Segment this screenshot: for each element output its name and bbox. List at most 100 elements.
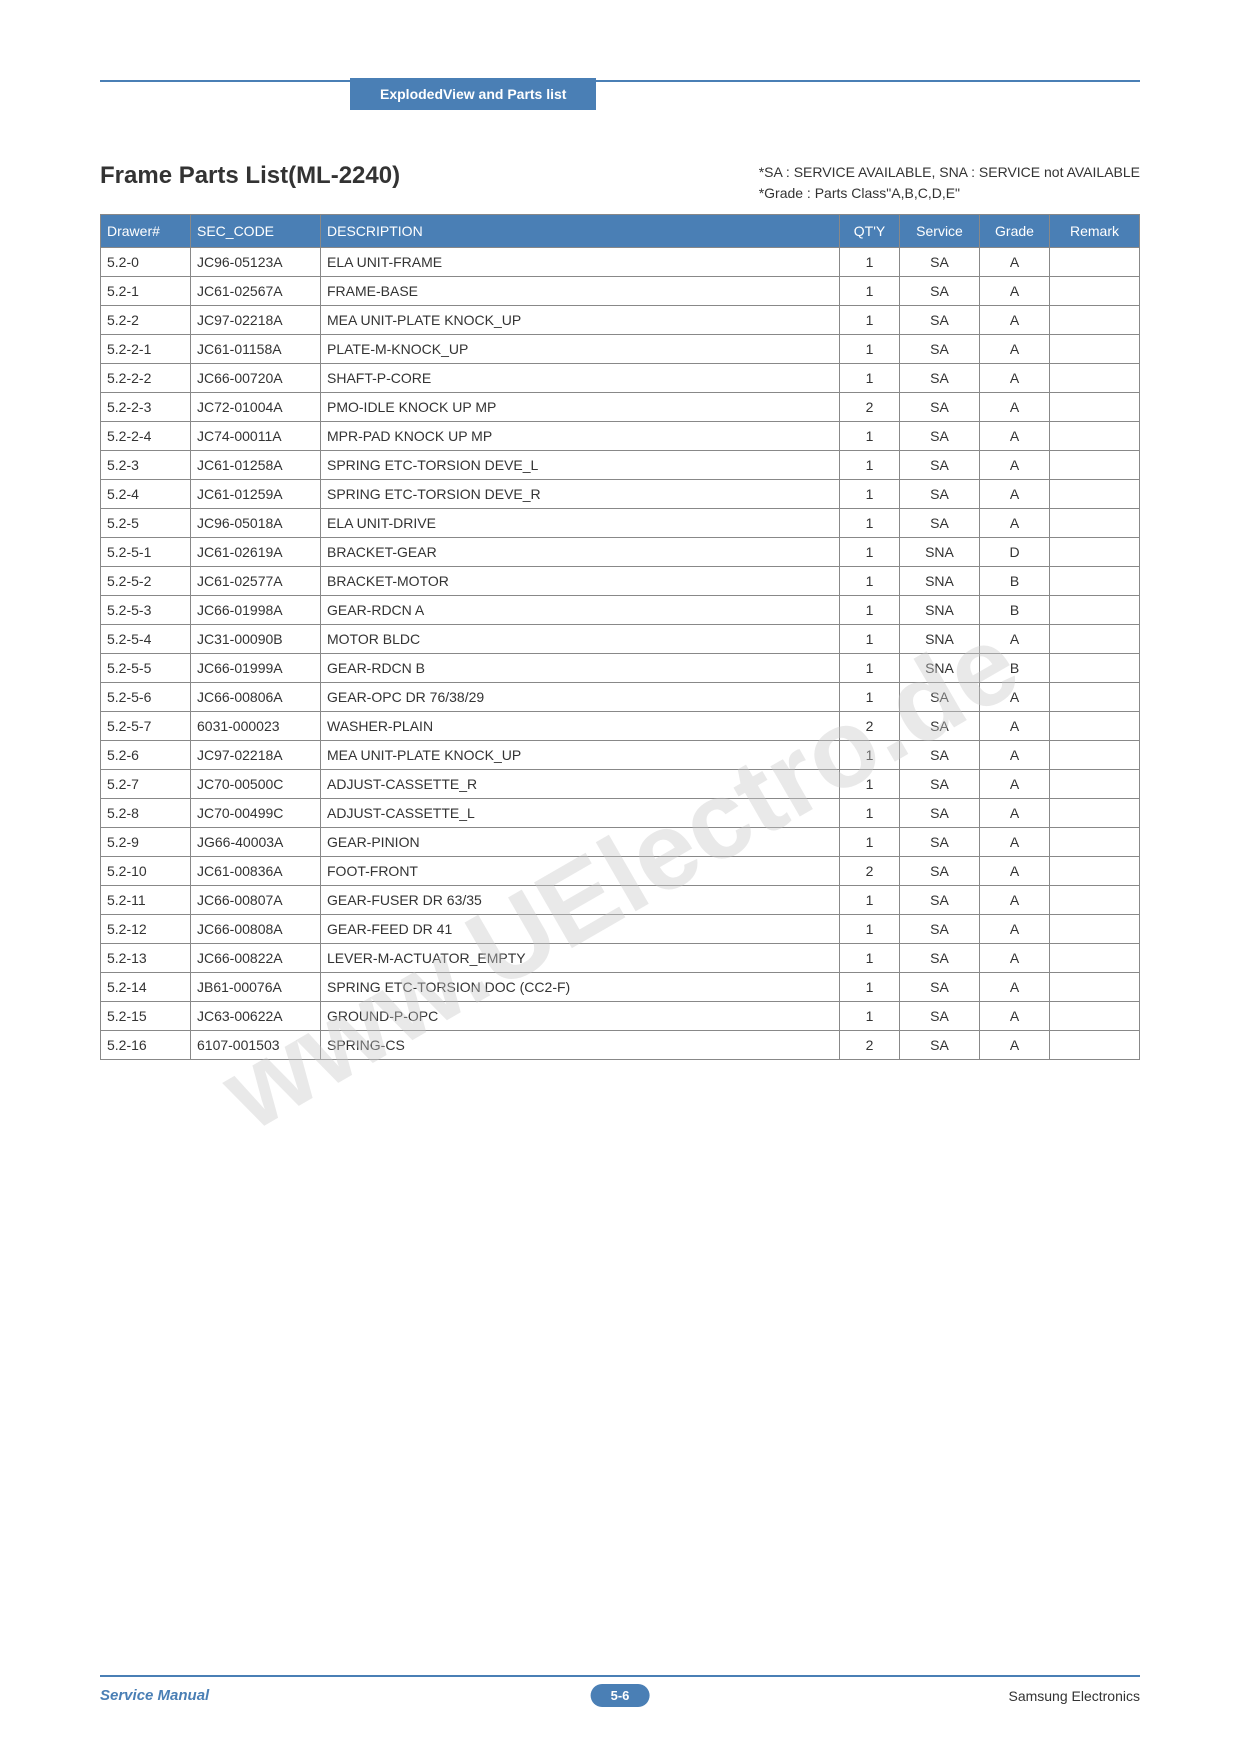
cell-drawer: 5.2-10	[101, 857, 191, 886]
cell-grade: A	[980, 915, 1050, 944]
cell-drawer: 5.2-5-7	[101, 712, 191, 741]
cell-description: SPRING-CS	[321, 1031, 840, 1060]
table-row: 5.2-5-76031-000023WASHER-PLAIN2SAA	[101, 712, 1140, 741]
cell-grade: A	[980, 277, 1050, 306]
cell-grade: A	[980, 451, 1050, 480]
cell-code: JC61-02577A	[191, 567, 321, 596]
cell-code: JC66-00806A	[191, 683, 321, 712]
cell-grade: A	[980, 1002, 1050, 1031]
cell-grade: A	[980, 857, 1050, 886]
cell-remark	[1050, 741, 1140, 770]
cell-service: SA	[900, 509, 980, 538]
cell-grade: A	[980, 741, 1050, 770]
cell-code: JC61-01259A	[191, 480, 321, 509]
cell-remark	[1050, 480, 1140, 509]
table-row: 5.2-14JB61-00076ASPRING ETC-TORSION DOC …	[101, 973, 1140, 1002]
cell-description: PLATE-M-KNOCK_UP	[321, 335, 840, 364]
cell-remark	[1050, 335, 1140, 364]
table-body: 5.2-0JC96-05123AELA UNIT-FRAME1SAA5.2-1J…	[101, 248, 1140, 1060]
cell-grade: A	[980, 393, 1050, 422]
footer-right: Samsung Electronics	[1008, 1688, 1140, 1704]
note-line-2: *Grade : Parts Class"A,B,C,D,E"	[759, 183, 1140, 204]
cell-qty: 2	[840, 712, 900, 741]
header-remark: Remark	[1050, 215, 1140, 248]
cell-qty: 1	[840, 944, 900, 973]
cell-grade: B	[980, 654, 1050, 683]
cell-service: SA	[900, 712, 980, 741]
cell-drawer: 5.2-12	[101, 915, 191, 944]
table-row: 5.2-13JC66-00822ALEVER-M-ACTUATOR_EMPTY1…	[101, 944, 1140, 973]
cell-code: JC61-00836A	[191, 857, 321, 886]
cell-grade: A	[980, 480, 1050, 509]
cell-grade: A	[980, 625, 1050, 654]
table-row: 5.2-10JC61-00836AFOOT-FRONT2SAA	[101, 857, 1140, 886]
cell-service: SA	[900, 973, 980, 1002]
cell-service: SA	[900, 364, 980, 393]
cell-description: MEA UNIT-PLATE KNOCK_UP	[321, 741, 840, 770]
table-row: 5.2-7JC70-00500CADJUST-CASSETTE_R1SAA	[101, 770, 1140, 799]
cell-service: SNA	[900, 596, 980, 625]
header-qty: QT'Y	[840, 215, 900, 248]
cell-drawer: 5.2-14	[101, 973, 191, 1002]
table-row: 5.2-2-1JC61-01158APLATE-M-KNOCK_UP1SAA	[101, 335, 1140, 364]
cell-qty: 1	[840, 886, 900, 915]
cell-drawer: 5.2-2-1	[101, 335, 191, 364]
cell-drawer: 5.2-2-2	[101, 364, 191, 393]
cell-qty: 1	[840, 451, 900, 480]
cell-qty: 1	[840, 364, 900, 393]
cell-description: ADJUST-CASSETTE_R	[321, 770, 840, 799]
cell-qty: 1	[840, 277, 900, 306]
cell-drawer: 5.2-6	[101, 741, 191, 770]
header-description: DESCRIPTION	[321, 215, 840, 248]
table-row: 5.2-5-2JC61-02577ABRACKET-MOTOR1SNAB	[101, 567, 1140, 596]
table-row: 5.2-4JC61-01259ASPRING ETC-TORSION DEVE_…	[101, 480, 1140, 509]
table-row: 5.2-2JC97-02218AMEA UNIT-PLATE KNOCK_UP1…	[101, 306, 1140, 335]
cell-code: JC96-05018A	[191, 509, 321, 538]
cell-code: JG66-40003A	[191, 828, 321, 857]
cell-remark	[1050, 364, 1140, 393]
footer-content: Service Manual 5-6 Samsung Electronics	[100, 1687, 1140, 1704]
cell-qty: 1	[840, 335, 900, 364]
cell-code: JC97-02218A	[191, 741, 321, 770]
cell-grade: A	[980, 1031, 1050, 1060]
cell-description: BRACKET-MOTOR	[321, 567, 840, 596]
cell-service: SA	[900, 335, 980, 364]
cell-code: JC70-00500C	[191, 770, 321, 799]
table-row: 5.2-15JC63-00622AGROUND-P-OPC1SAA	[101, 1002, 1140, 1031]
cell-code: JC61-02619A	[191, 538, 321, 567]
cell-drawer: 5.2-9	[101, 828, 191, 857]
cell-service: SA	[900, 683, 980, 712]
cell-remark	[1050, 248, 1140, 277]
cell-remark	[1050, 973, 1140, 1002]
cell-description: LEVER-M-ACTUATOR_EMPTY	[321, 944, 840, 973]
cell-grade: A	[980, 335, 1050, 364]
header-line	[100, 80, 1140, 82]
footer: Service Manual 5-6 Samsung Electronics	[100, 1675, 1140, 1704]
table-row: 5.2-5-4JC31-00090BMOTOR BLDC1SNAA	[101, 625, 1140, 654]
cell-qty: 2	[840, 1031, 900, 1060]
footer-page-number: 5-6	[591, 1684, 650, 1707]
cell-code: JC66-00807A	[191, 886, 321, 915]
cell-grade: B	[980, 567, 1050, 596]
cell-service: SA	[900, 248, 980, 277]
cell-service: SA	[900, 799, 980, 828]
cell-grade: A	[980, 683, 1050, 712]
notes-block: *SA : SERVICE AVAILABLE, SNA : SERVICE n…	[739, 162, 1140, 204]
cell-drawer: 5.2-13	[101, 944, 191, 973]
cell-remark	[1050, 915, 1140, 944]
cell-remark	[1050, 1031, 1140, 1060]
cell-code: JC63-00622A	[191, 1002, 321, 1031]
table-row: 5.2-11JC66-00807AGEAR-FUSER DR 63/351SAA	[101, 886, 1140, 915]
cell-drawer: 5.2-5	[101, 509, 191, 538]
cell-code: JC66-00822A	[191, 944, 321, 973]
cell-grade: A	[980, 509, 1050, 538]
cell-description: FOOT-FRONT	[321, 857, 840, 886]
table-row: 5.2-5-3JC66-01998AGEAR-RDCN A1SNAB	[101, 596, 1140, 625]
cell-drawer: 5.2-7	[101, 770, 191, 799]
cell-code: JC66-01999A	[191, 654, 321, 683]
header-tab: ExplodedView and Parts list	[350, 78, 596, 110]
cell-qty: 1	[840, 741, 900, 770]
cell-qty: 1	[840, 683, 900, 712]
cell-qty: 1	[840, 625, 900, 654]
cell-service: SA	[900, 886, 980, 915]
